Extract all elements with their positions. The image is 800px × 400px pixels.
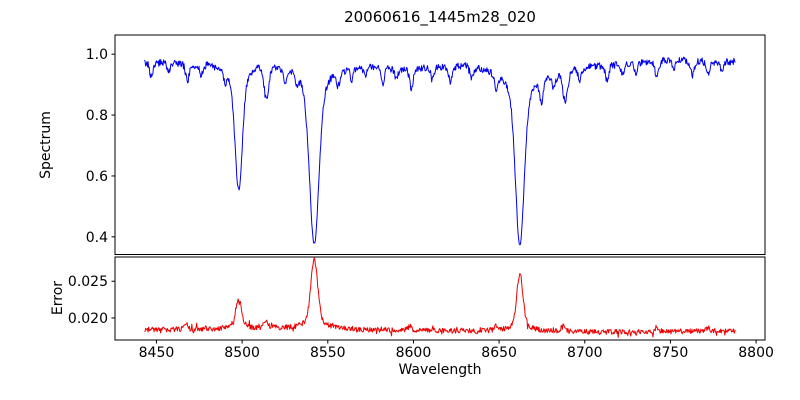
x-tick-label: 8800 [738,345,774,361]
x-tick-label: 8700 [567,345,603,361]
error-y-tick-label: 0.020 [68,311,108,327]
spectrum-line [144,56,736,246]
error-line [144,257,736,338]
x-tick-label: 8600 [396,345,432,361]
x-tick-label: 8450 [139,345,175,361]
x-tick-label: 8500 [224,345,260,361]
error-panel-border [114,256,766,341]
x-axis-label: Wavelength [398,362,482,378]
spectrum-panel-border [114,34,766,255]
spectrum-y-tick-label: 0.8 [86,108,108,124]
spectrum-y-tick-label: 0.6 [86,169,108,185]
x-tick-label: 8650 [481,345,517,361]
error-y-tick-label: 0.025 [68,274,108,290]
chart-title: 20060616_1445m28_020 [344,8,536,26]
x-tick-label: 8750 [653,345,689,361]
spectrum-y-tick-label: 1.0 [86,47,108,63]
x-tick-label: 8550 [310,345,346,361]
spectrum-y-tick-label: 0.4 [86,230,108,246]
